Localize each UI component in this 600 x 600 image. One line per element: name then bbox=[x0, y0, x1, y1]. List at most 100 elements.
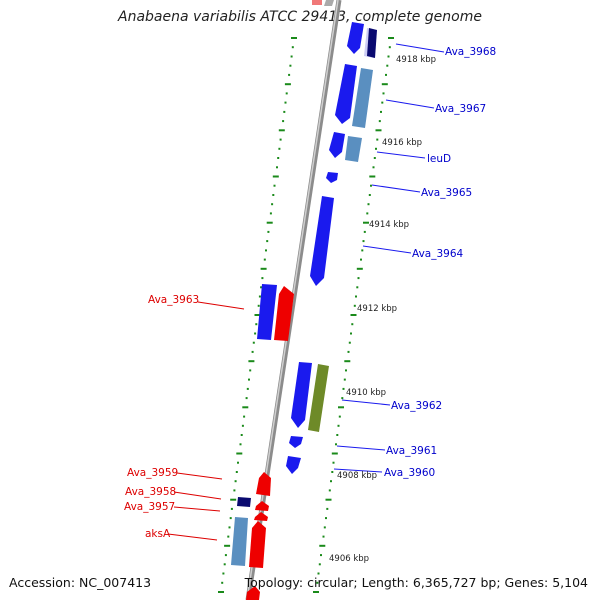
gene-label-ava-3961[interactable]: Ava_3961 bbox=[386, 445, 437, 457]
right-scale-tick bbox=[323, 526, 326, 529]
gene-label-ava-3962[interactable]: Ava_3962 bbox=[391, 400, 442, 412]
gene-label-ava-3957[interactable]: Ava_3957 bbox=[124, 501, 175, 513]
right-scale-tick bbox=[353, 304, 356, 307]
gene-ava-3962-blue[interactable] bbox=[291, 362, 312, 428]
leader-aksa bbox=[167, 533, 218, 541]
leader-ava-3962 bbox=[341, 399, 391, 406]
gene-leud-b[interactable] bbox=[345, 136, 362, 162]
right-scale-tick bbox=[375, 129, 382, 132]
left-scale-tick bbox=[227, 535, 230, 538]
gene-partial-bottom-red[interactable] bbox=[246, 586, 260, 600]
left-scale-tick bbox=[254, 332, 257, 335]
right-scale-tick bbox=[338, 415, 341, 418]
left-scale-tick bbox=[260, 267, 267, 270]
leader-ava-3967 bbox=[385, 99, 435, 109]
left-scale-tick bbox=[291, 37, 297, 39]
left-scale-tick bbox=[289, 64, 292, 67]
gene-label-ava-3964[interactable]: Ava_3964 bbox=[412, 248, 464, 260]
right-scale-tick bbox=[345, 369, 347, 372]
left-scale-tick bbox=[291, 46, 294, 49]
right-scale-tick bbox=[325, 498, 332, 501]
left-scale-tick bbox=[252, 341, 255, 344]
position-label: 4906 kbp bbox=[329, 554, 369, 564]
gene-label-aksa[interactable]: aksA bbox=[145, 528, 171, 540]
left-scale-tick bbox=[229, 517, 232, 520]
left-scale-tick bbox=[246, 387, 249, 390]
left-scale-tick bbox=[248, 378, 250, 381]
leader-ava-3960 bbox=[333, 468, 383, 473]
right-scale-tick bbox=[342, 387, 345, 390]
gene-ava-3957-b[interactable] bbox=[254, 512, 268, 521]
right-scale-tick bbox=[322, 535, 325, 538]
right-scale-tick bbox=[317, 572, 320, 575]
left-scale-tick bbox=[230, 507, 233, 510]
gene-labels: Ava_3968 Ava_3967 leuD Ava_3965 Ava_3964… bbox=[124, 46, 496, 540]
right-scale-tick bbox=[351, 323, 354, 326]
left-scale-tick bbox=[284, 83, 291, 86]
right-scale-tick bbox=[366, 212, 369, 215]
right-scale-tick bbox=[356, 286, 359, 289]
gene-partial-top-red[interactable] bbox=[312, 0, 322, 5]
gene-ava-3965[interactable] bbox=[326, 172, 338, 183]
left-scale-tick bbox=[285, 92, 288, 95]
position-label: 4908 kbp bbox=[337, 471, 377, 481]
left-scale-tick bbox=[288, 73, 291, 76]
left-scale-tick bbox=[224, 554, 227, 557]
gene-partial-top-grey[interactable] bbox=[324, 0, 334, 6]
left-scale-tick bbox=[224, 544, 231, 547]
right-scale-tick bbox=[363, 221, 369, 224]
genome-backbone bbox=[245, 0, 342, 600]
gene-label-ava-3967[interactable]: Ava_3967 bbox=[435, 103, 486, 115]
gene-ava-3963-red[interactable] bbox=[274, 286, 294, 341]
left-scale-tick bbox=[254, 314, 261, 316]
position-label: 4914 kbp bbox=[369, 220, 409, 230]
leader-ava-3958 bbox=[173, 491, 222, 500]
left-scale-tick bbox=[222, 572, 225, 575]
left-scale-rail bbox=[218, 37, 297, 593]
right-scale-tick bbox=[387, 55, 390, 58]
left-scale-tick bbox=[277, 157, 280, 159]
right-scale-tick bbox=[341, 397, 344, 400]
gene-label-leud[interactable]: leuD bbox=[427, 153, 451, 165]
gene-features bbox=[231, 0, 377, 600]
gene-ava-3967-a[interactable] bbox=[335, 64, 357, 124]
gene-ava-3959[interactable] bbox=[256, 472, 271, 496]
gene-label-ava-3968[interactable]: Ava_3968 bbox=[445, 46, 496, 58]
left-scale-tick bbox=[243, 415, 246, 418]
gene-ava-3964[interactable] bbox=[310, 196, 334, 286]
gene-label-ava-3958[interactable]: Ava_3958 bbox=[125, 486, 176, 498]
right-scale-tick bbox=[388, 37, 394, 39]
right-scale-tick bbox=[375, 147, 377, 150]
left-scale-tick bbox=[273, 184, 276, 187]
gene-ava-3962-green[interactable] bbox=[308, 364, 329, 432]
left-scale-tick bbox=[282, 120, 285, 123]
map-title: Anabaena variabilis ATCC 29413, complete… bbox=[118, 9, 482, 25]
leader-leud bbox=[376, 151, 426, 159]
left-scale-tick bbox=[242, 406, 249, 409]
right-scale-tick bbox=[369, 175, 376, 178]
gene-label-ava-3965[interactable]: Ava_3965 bbox=[421, 187, 472, 199]
right-scale-tick bbox=[316, 581, 319, 584]
position-labels: 4918 kbp 4916 kbp 4914 kbp 4912 kbp 4910… bbox=[329, 55, 436, 564]
left-scale-tick bbox=[265, 249, 267, 252]
gene-aksa-red[interactable] bbox=[249, 521, 266, 568]
gene-ava-3968-a[interactable] bbox=[347, 22, 364, 54]
right-scale-tick bbox=[331, 471, 334, 473]
gene-ava-3960[interactable] bbox=[286, 456, 301, 474]
left-scale-tick bbox=[290, 55, 293, 58]
left-scale-tick bbox=[278, 129, 285, 132]
gene-ava-3958[interactable] bbox=[237, 497, 251, 507]
gene-ava-3957-a[interactable] bbox=[255, 501, 269, 511]
gene-ava-3961[interactable] bbox=[289, 436, 303, 448]
right-scale-tick bbox=[370, 184, 372, 187]
gene-aksa-steel[interactable] bbox=[231, 517, 248, 566]
gene-label-ava-3963[interactable]: Ava_3963 bbox=[148, 294, 199, 306]
gene-ava-3963-blue[interactable] bbox=[257, 284, 277, 340]
gene-label-ava-3959[interactable]: Ava_3959 bbox=[127, 467, 178, 479]
left-scale-tick bbox=[223, 563, 226, 566]
gene-label-ava-3960[interactable]: Ava_3960 bbox=[384, 467, 435, 479]
gene-ava-3968-c[interactable] bbox=[367, 28, 377, 58]
gene-ava-3967-b[interactable] bbox=[352, 68, 373, 128]
gene-leud-a[interactable] bbox=[329, 132, 345, 158]
